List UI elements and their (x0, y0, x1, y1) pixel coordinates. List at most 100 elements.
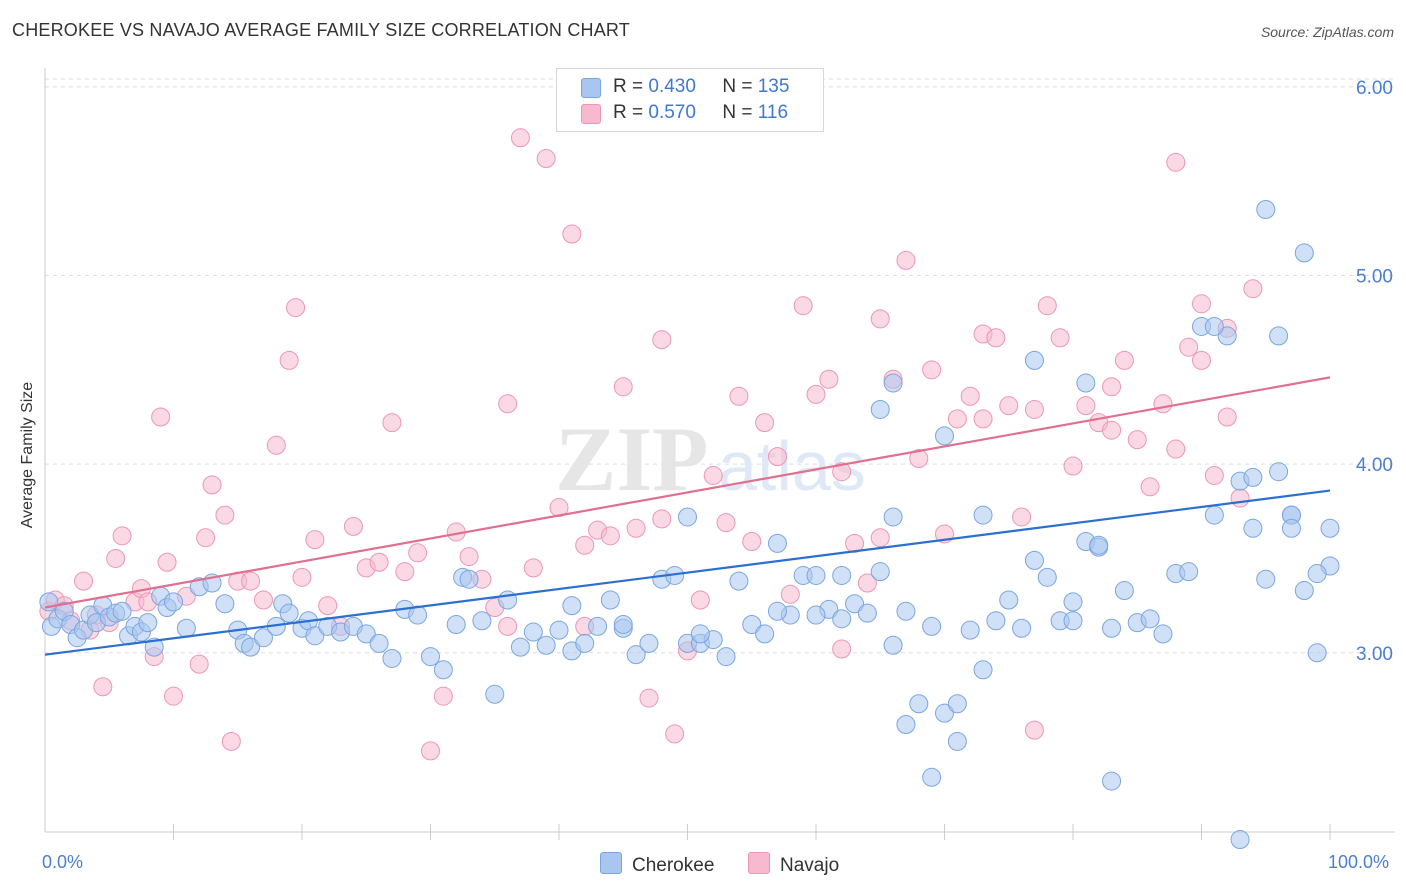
navajo-point (369, 552, 389, 572)
cherokee-point (767, 533, 787, 553)
cherokee-point (1281, 518, 1301, 538)
correlation-legend: R = 0.430 N = 135 R = 0.570 N = 116 (556, 68, 824, 132)
cherokee-point (1076, 373, 1096, 393)
navajo-point (1192, 294, 1211, 314)
cherokee-point (433, 660, 453, 680)
navajo-point (498, 394, 518, 414)
cherokee-point (1269, 326, 1289, 346)
navajo-point (221, 731, 241, 751)
cherokee-point (1102, 618, 1122, 638)
navajo-point (626, 518, 646, 538)
navajo-point (639, 688, 659, 708)
navajo-point (1102, 377, 1122, 397)
navajo-point (1179, 337, 1199, 357)
cherokee-points (39, 199, 1340, 850)
cherokee-point (935, 703, 954, 723)
cherokee-point (1089, 535, 1109, 555)
trend-lines (44, 376, 1331, 656)
navajo-point (780, 584, 800, 604)
cherokee-point (536, 635, 556, 655)
cherokee-point (613, 614, 633, 634)
bottom-legend-navajo: Navajo (748, 852, 839, 877)
navajo-point (652, 509, 672, 529)
navajo-point (999, 396, 1019, 416)
cherokee-point (562, 596, 582, 616)
cherokee-point (935, 426, 954, 446)
cherokee-point (241, 637, 261, 657)
cherokee-point (922, 767, 942, 787)
navajo-swatch (581, 104, 601, 124)
cherokee-trend-line (44, 489, 1331, 656)
navajo-point (151, 407, 171, 427)
cherokee-point (690, 624, 710, 644)
navajo-point (395, 562, 415, 582)
cherokee-point (253, 628, 273, 648)
cherokee-point (549, 620, 569, 640)
cherokee-point (947, 731, 967, 751)
r-label: R = (613, 102, 644, 123)
navajo-point (112, 526, 132, 546)
cherokee-point (1012, 618, 1032, 638)
navajo-point (202, 475, 222, 495)
navajo-point (215, 505, 235, 525)
navajo-point (575, 535, 595, 555)
navajo-point (870, 528, 890, 548)
cherokee-point (767, 601, 787, 621)
navajo-point (947, 409, 967, 429)
navajo-point (1076, 396, 1096, 416)
cherokee-point (588, 616, 608, 636)
navajo-point (279, 350, 299, 370)
cherokee-point (806, 605, 826, 625)
cherokee-point (1230, 830, 1250, 850)
cherokee-point (883, 635, 903, 655)
cherokee-point (369, 633, 389, 653)
cherokee-point (1320, 518, 1340, 538)
navajo-point (523, 558, 543, 578)
r-value-cherokee: 0.430 (648, 76, 696, 97)
cherokee-point (973, 660, 993, 680)
source-credit: Source: ZipAtlas.com (1260, 24, 1394, 40)
cherokee-point (1294, 243, 1314, 263)
navajo-point (819, 369, 839, 389)
cherokee-point (883, 507, 903, 527)
cherokee-point (1307, 564, 1327, 584)
cherokee-point (459, 569, 479, 589)
navajo-point (665, 724, 685, 744)
navajo-point (1012, 507, 1032, 527)
cherokee-point (639, 633, 659, 653)
navajo-swatch (748, 852, 770, 874)
navajo-point (1140, 477, 1160, 497)
cherokee-point (305, 626, 325, 646)
navajo-point (1166, 439, 1186, 459)
cherokee-point (1024, 550, 1044, 570)
cherokee-point (112, 601, 132, 621)
cherokee-point (947, 694, 967, 714)
cherokee-point (922, 616, 942, 636)
navajo-point (1024, 720, 1044, 740)
navajo-point (1192, 350, 1211, 370)
navajo-point (74, 571, 94, 591)
navajo-point (613, 377, 633, 397)
cherokee-point (960, 620, 980, 640)
cherokee-point (729, 571, 749, 591)
cherokee-point (1294, 581, 1314, 601)
navajo-point (755, 413, 775, 433)
cherokee-point (421, 647, 440, 667)
navajo-point (716, 513, 736, 533)
navajo-point (870, 309, 890, 329)
navajo-point (408, 543, 428, 563)
navajo-point (1217, 407, 1237, 427)
navajo-point (253, 590, 273, 610)
cherokee-point (356, 624, 376, 644)
cherokee-point (144, 637, 164, 657)
navajo-points (39, 128, 1263, 761)
cherokee-point (575, 633, 595, 653)
cherokee-point (1217, 326, 1237, 346)
cherokee-point (845, 594, 865, 614)
cherokee-point (1256, 569, 1276, 589)
navajo-point (382, 413, 402, 433)
navajo-point (343, 516, 363, 536)
navajo-point (1102, 420, 1122, 440)
navajo-point (1204, 465, 1224, 485)
n-label: N = (722, 102, 753, 123)
